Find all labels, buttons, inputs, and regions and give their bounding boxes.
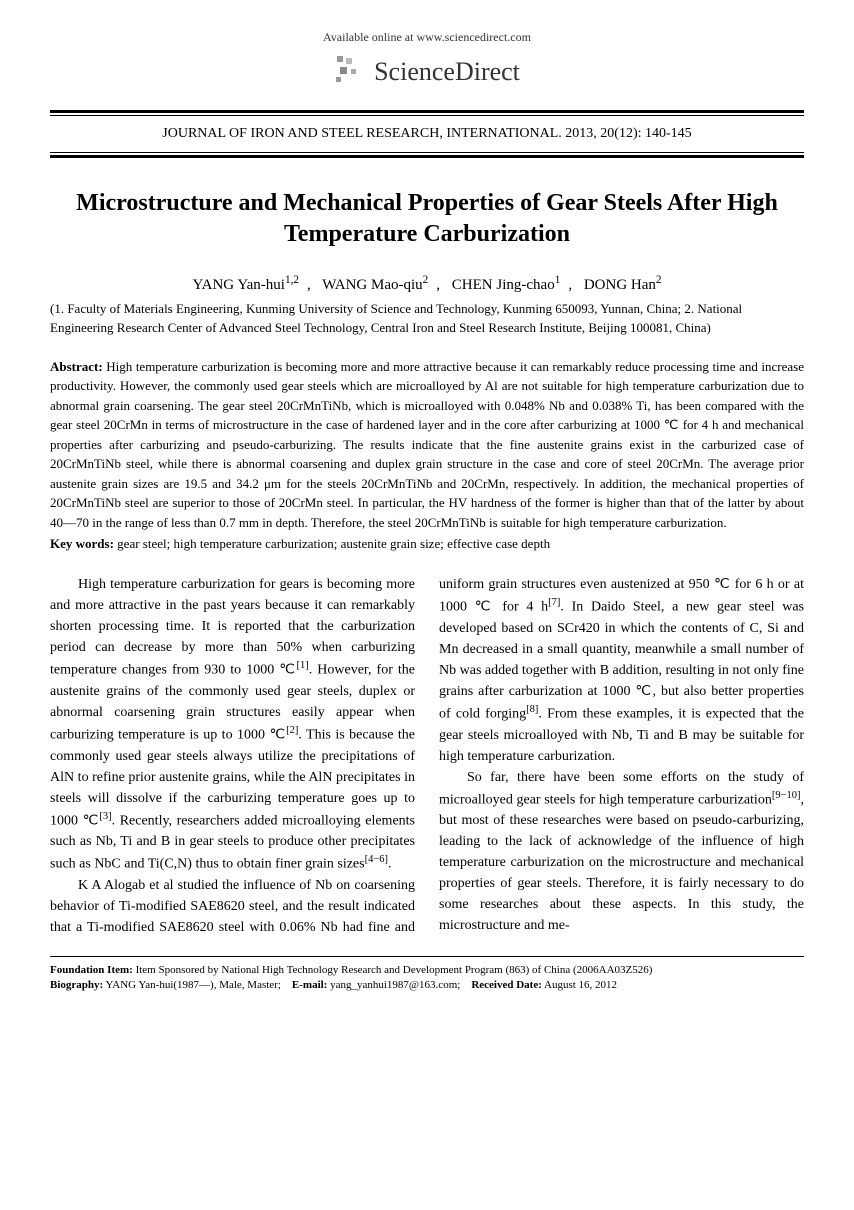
- sciencedirect-brand: ScienceDirect: [50, 53, 804, 90]
- ref-sup: [2]: [286, 725, 298, 736]
- sciencedirect-logo-icon: [334, 53, 366, 90]
- foundation-text: Item Sponsored by National High Technolo…: [136, 964, 653, 976]
- received-label: Received Date:: [471, 979, 542, 991]
- bio-text: YANG Yan-hui(1987—), Male, Master;: [106, 979, 281, 991]
- footer-rule: [50, 956, 804, 957]
- email-label: E-mail:: [292, 979, 327, 991]
- journal-info: JOURNAL OF IRON AND STEEL RESEARCH, INTE…: [50, 126, 804, 142]
- author-4: DONG Han: [584, 277, 656, 293]
- keywords-block: Key words: gear steel; high temperature …: [50, 536, 804, 552]
- ref-sup: [4−6]: [365, 854, 388, 865]
- article-title: Microstructure and Mechanical Properties…: [50, 188, 804, 250]
- body-span: .: [388, 857, 392, 872]
- foundation-line: Foundation Item: Item Sponsored by Natio…: [50, 963, 804, 978]
- body-para-1: High temperature carburization for gears…: [50, 574, 415, 875]
- author-sep: ,: [436, 277, 440, 293]
- available-online: Available online at www.sciencedirect.co…: [50, 30, 804, 45]
- sciencedirect-text: ScienceDirect: [374, 57, 520, 87]
- ref-sup: [9−10]: [772, 790, 801, 801]
- keywords-text: gear steel; high temperature carburizati…: [114, 536, 550, 551]
- author-1: YANG Yan-hui: [192, 277, 285, 293]
- author-2-sup: 2: [423, 274, 429, 286]
- ref-sup: [7]: [548, 597, 560, 608]
- authors-line: YANG Yan-hui1,2, WANG Mao-qiu2, CHEN Jin…: [50, 274, 804, 294]
- foundation-label: Foundation Item:: [50, 964, 133, 976]
- body-span: . In Daido Steel, a new gear steel was d…: [439, 600, 804, 722]
- author-sep: ,: [307, 277, 311, 293]
- body-span: , but most of these researches were base…: [439, 792, 804, 933]
- bio-label: Biography:: [50, 979, 103, 991]
- footer-block: Foundation Item: Item Sponsored by Natio…: [50, 963, 804, 994]
- bio-line: Biography: YANG Yan-hui(1987—), Male, Ma…: [50, 978, 804, 993]
- keywords-label: Key words:: [50, 536, 114, 551]
- author-2: WANG Mao-qiu: [322, 277, 422, 293]
- received-text: August 16, 2012: [544, 979, 617, 991]
- abstract-text: High temperature carburization is becomi…: [50, 359, 804, 530]
- bottom-rule: [50, 152, 804, 158]
- body-columns: High temperature carburization for gears…: [50, 574, 804, 938]
- body-para-3: So far, there have been some efforts on …: [439, 767, 804, 937]
- author-4-sup: 2: [656, 274, 662, 286]
- top-rule: [50, 110, 804, 116]
- body-span: . Recently, researchers added microalloy…: [50, 813, 415, 872]
- author-3: CHEN Jing-chao: [452, 277, 555, 293]
- ref-sup: [1]: [296, 660, 308, 671]
- body-span: So far, there have been some efforts on …: [439, 770, 804, 808]
- abstract-label: Abstract:: [50, 359, 103, 374]
- email-text: yang_yanhui1987@163.com;: [330, 979, 460, 991]
- affiliations: (1. Faculty of Materials Engineering, Ku…: [50, 300, 804, 336]
- author-3-sup: 1: [555, 274, 561, 286]
- author-1-sup: 1,2: [285, 274, 299, 286]
- ref-sup: [3]: [99, 811, 111, 822]
- author-sep: ,: [568, 277, 572, 293]
- ref-sup: [8]: [526, 704, 538, 715]
- abstract-block: Abstract: High temperature carburization…: [50, 357, 804, 533]
